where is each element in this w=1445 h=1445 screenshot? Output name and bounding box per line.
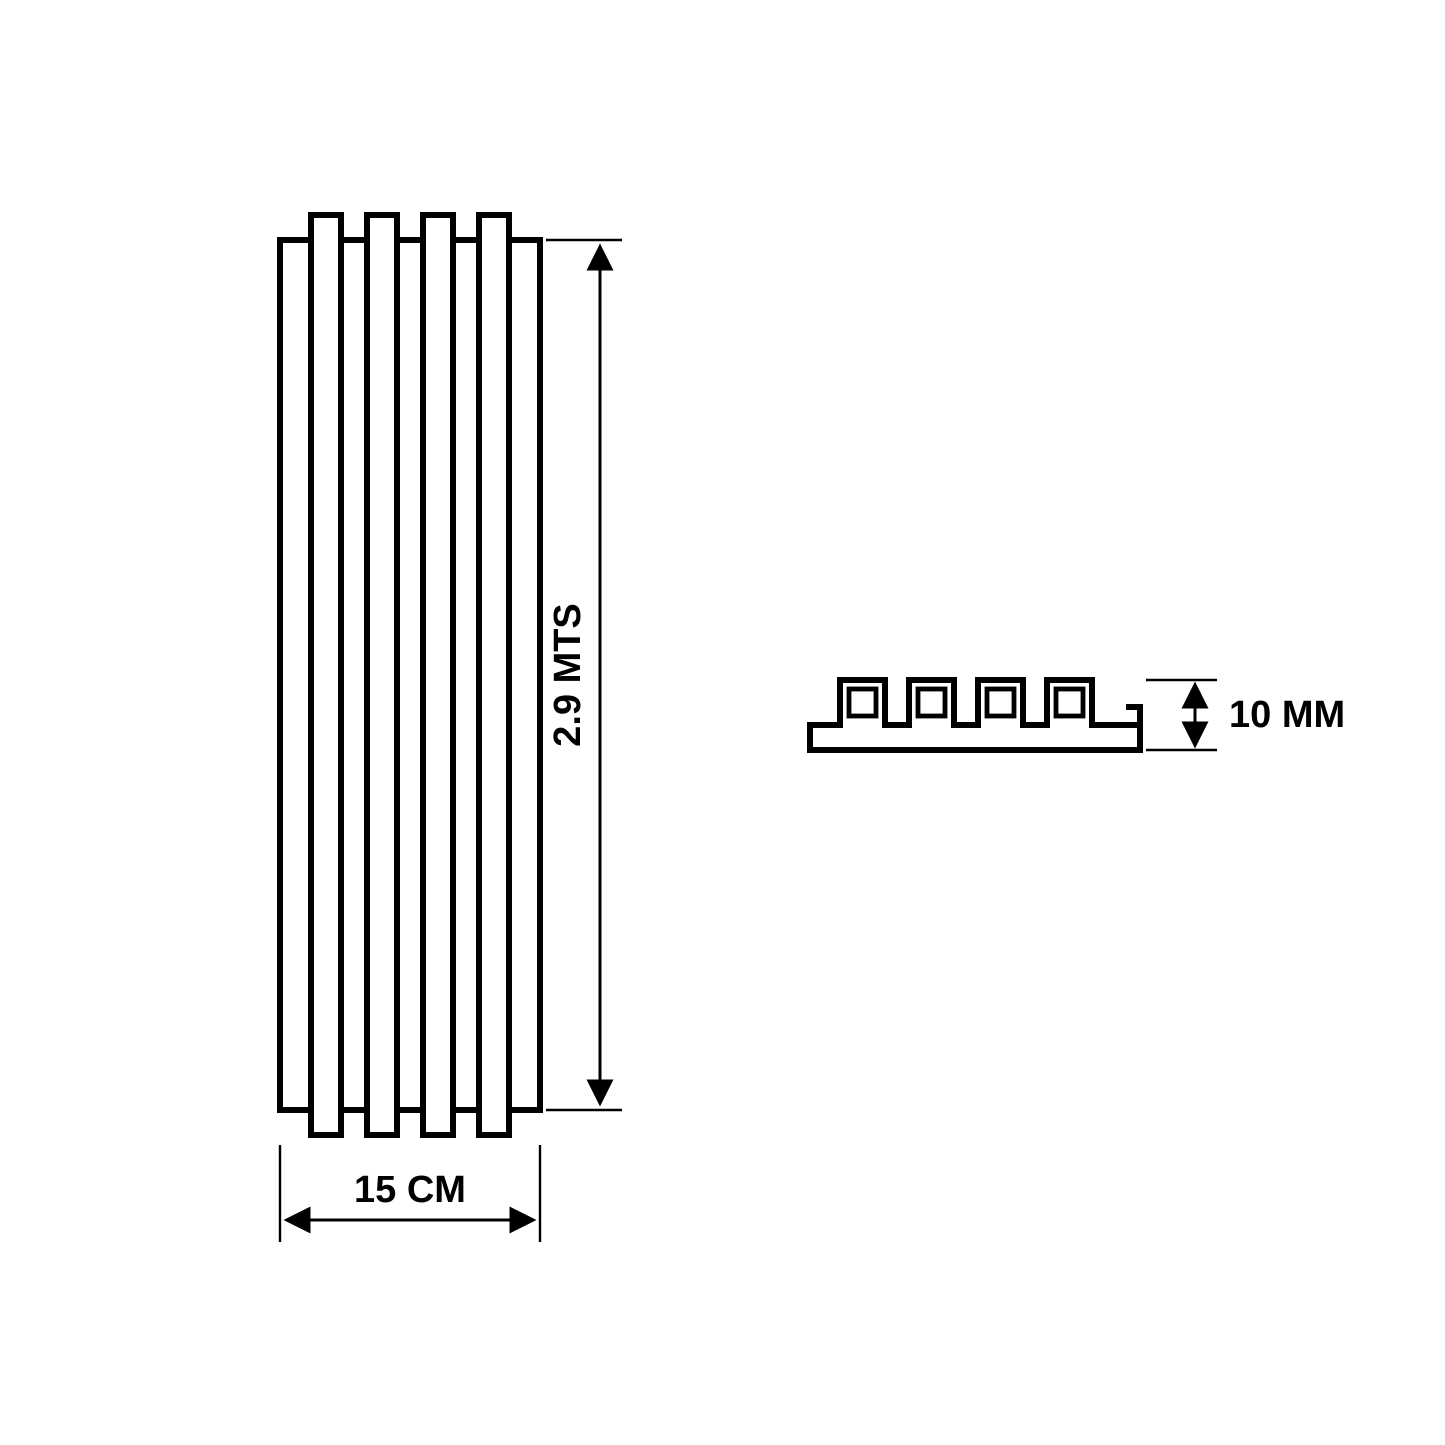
width-dimension-label: 15 CM xyxy=(354,1169,466,1211)
depth-dimension-label: 10 MM xyxy=(1229,694,1345,736)
front-elevation xyxy=(280,215,540,1135)
height-dimension-label: 2.9 MTS xyxy=(547,603,589,747)
cross-section-profile xyxy=(810,680,1140,750)
dimension-diagram: 2.9 MTS 15 CM 10 MM xyxy=(0,0,1445,1445)
